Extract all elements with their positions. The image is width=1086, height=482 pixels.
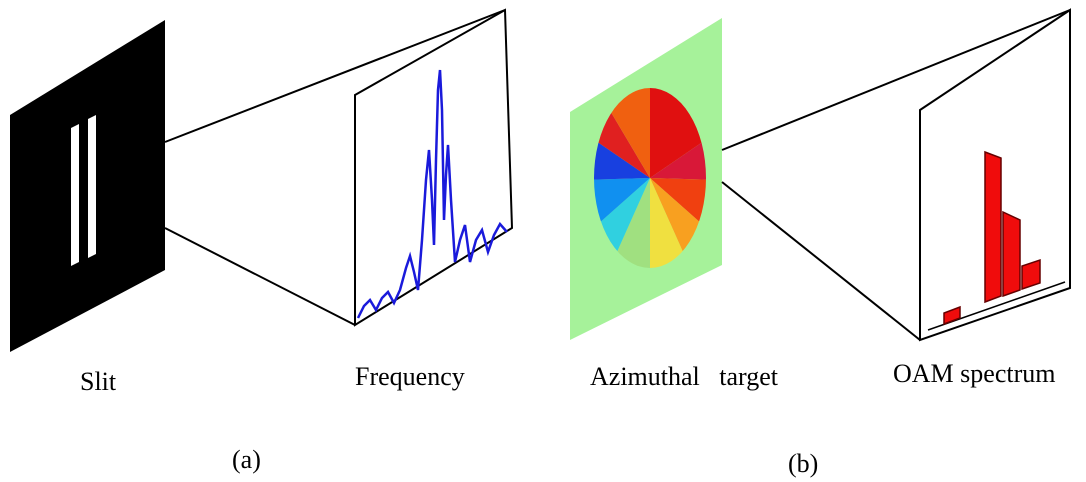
slit-left — [71, 124, 79, 266]
diagram: Slit Frequency Azimuthal target OAM spec… — [0, 0, 1086, 482]
label: Frequency — [355, 362, 465, 391]
panel-label: (b) — [788, 449, 818, 478]
panel-b — [570, 10, 1070, 340]
projection-line — [165, 228, 355, 325]
slit-screen — [10, 20, 165, 352]
label: OAM spectrum — [893, 359, 1055, 388]
projection-line — [722, 182, 920, 340]
frequency-panel — [355, 10, 512, 325]
panel-label: (a) — [232, 445, 261, 474]
slit-right — [88, 115, 96, 258]
label: Slit — [80, 367, 117, 396]
panel-a — [10, 10, 512, 352]
label: Azimuthal target — [590, 362, 779, 391]
